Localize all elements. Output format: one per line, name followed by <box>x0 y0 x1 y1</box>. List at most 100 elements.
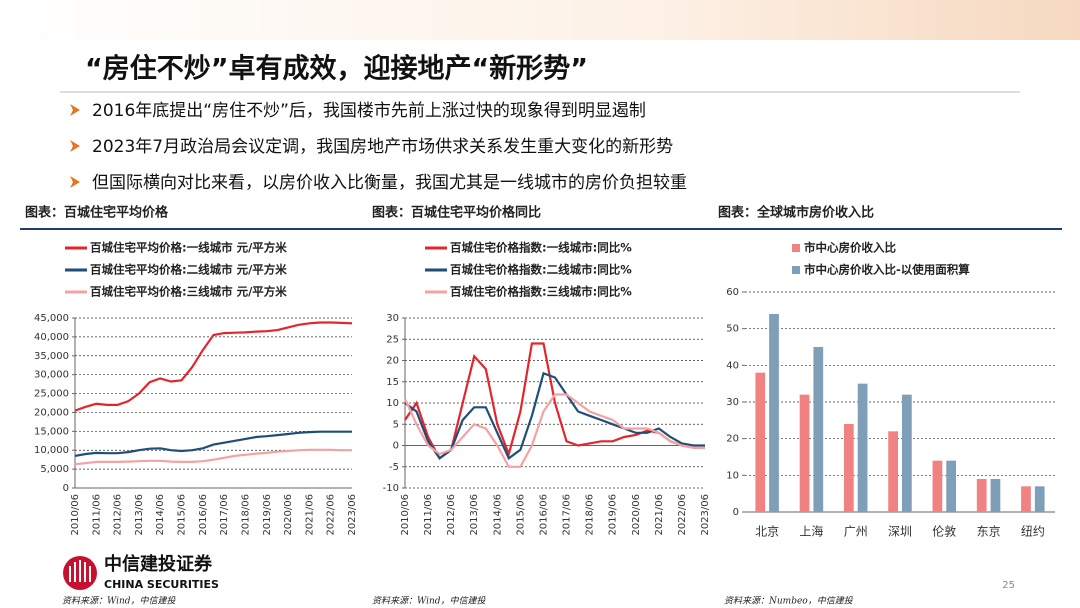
x-tick-label: 2017/06 <box>562 494 573 536</box>
chart-caption: 图表：全球城市房价收入比 <box>718 205 874 221</box>
x-tick-label: 2010/06 <box>70 494 81 536</box>
legend-swatch <box>792 244 800 252</box>
x-tick-label: 2022/06 <box>326 494 337 536</box>
x-tick-label: 2012/06 <box>113 494 124 536</box>
legend-label: 百城住宅平均价格:一线城市 元/平方米 <box>90 241 287 255</box>
x-tick-label: 2019/06 <box>608 494 619 536</box>
y-tick-label: 15,000 <box>34 426 69 437</box>
line-series <box>403 393 705 468</box>
legend-label: 市中心房价收入比-以使用面积算 <box>804 263 970 277</box>
x-tick-label: 2012/06 <box>446 494 457 536</box>
y-tick-label: 40 <box>726 360 739 371</box>
bar <box>857 383 868 512</box>
x-tick-label: 2015/06 <box>515 494 526 536</box>
y-tick-label: 15 <box>386 377 399 388</box>
x-tick-label: 2010/06 <box>400 494 411 536</box>
logo: 中信建投证券 CHINA SECURITIES <box>63 553 219 591</box>
bar <box>799 394 810 512</box>
bar <box>769 314 779 512</box>
line-series <box>74 448 352 466</box>
line-series <box>404 371 705 460</box>
bar <box>813 347 824 512</box>
chart-caption: 图表：百城住宅平均价格同比 <box>372 205 541 221</box>
x-tick-label: 2017/06 <box>219 494 230 536</box>
x-tick-label: 广州 <box>844 525 868 539</box>
x-tick-label: 2014/06 <box>155 494 166 536</box>
bullet-icon <box>70 104 80 116</box>
legend-label: 市中心房价收入比 <box>804 241 896 255</box>
x-tick-label: 2011/06 <box>91 494 102 536</box>
x-tick-label: 2013/06 <box>469 494 480 536</box>
legend-label: 百城住宅价格指数:三线城市:同比% <box>450 285 632 299</box>
slide-title: “房住不炒”卓有成效，迎接地产“新形势” <box>85 53 588 85</box>
source-note: 资料来源：Numbeo，中信建投 <box>724 596 854 607</box>
y-tick-label: 5 <box>393 419 399 430</box>
bar <box>932 460 943 512</box>
bar <box>843 424 854 512</box>
x-tick-label: 2014/06 <box>492 494 503 536</box>
x-tick-label: 2018/06 <box>240 494 251 536</box>
y-tick-label: 35,000 <box>34 351 69 362</box>
x-tick-label: 2016/06 <box>198 494 209 536</box>
source-note: 资料来源：Wind，中信建投 <box>372 596 487 607</box>
y-tick-label: 20,000 <box>34 407 69 418</box>
x-tick-label: 2023/06 <box>700 494 711 536</box>
bar <box>1034 486 1045 512</box>
bar <box>1021 486 1031 512</box>
x-tick-label: 东京 <box>977 525 1001 539</box>
bullet-icon <box>70 176 80 188</box>
legend-label: 百城住宅价格指数:一线城市:同比% <box>450 241 632 255</box>
y-tick-label: 25,000 <box>34 389 69 400</box>
x-tick-label: 深圳 <box>888 525 912 539</box>
y-tick-label: 20 <box>386 356 399 367</box>
x-tick-label: 2019/06 <box>262 494 273 536</box>
legend-label: 百城住宅平均价格:三线城市 元/平方米 <box>90 285 287 299</box>
legend-label: 百城住宅价格指数:二线城市:同比% <box>450 263 632 277</box>
legend-swatch <box>792 266 800 274</box>
y-tick-label: 30,000 <box>34 370 69 381</box>
y-tick-label: 0 <box>393 441 399 452</box>
bar <box>990 479 1001 512</box>
line-series <box>74 321 353 412</box>
bullet: 2023年7月政治局会议定调，我国房地产市场供求关系发生重大变化的新形势 <box>92 137 673 157</box>
y-tick-label: 45,000 <box>34 313 69 324</box>
y-tick-label: 25 <box>386 334 399 345</box>
x-tick-label: 2013/06 <box>134 494 145 536</box>
bar <box>946 460 957 512</box>
source-note: 资料来源：Wind，中信建投 <box>62 596 177 607</box>
y-tick-label: 0 <box>733 507 739 518</box>
bullet-icon <box>70 140 80 152</box>
y-tick-label: 50 <box>726 324 739 335</box>
legend-label: 百城住宅平均价格:二线城市 元/平方米 <box>90 263 287 277</box>
bar <box>888 431 898 512</box>
y-tick-label: 60 <box>726 287 739 298</box>
y-tick-label: 30 <box>386 313 399 324</box>
bullets: 2016年底提出“房住不炒”后，我国楼市先前上涨过快的现象得到明显遏制 2023… <box>70 101 687 193</box>
x-tick-label: 2011/06 <box>423 494 434 536</box>
y-tick-label: 40,000 <box>34 332 69 343</box>
logo-mark <box>69 560 91 582</box>
y-tick-label: 10 <box>386 398 399 409</box>
line-series <box>74 430 352 457</box>
top-band <box>0 0 1080 40</box>
x-tick-label: 纽约 <box>1021 524 1045 539</box>
x-tick-label: 上海 <box>799 524 823 539</box>
page-number: 25 <box>1002 580 1015 591</box>
x-tick-label: 2020/06 <box>283 494 294 536</box>
y-tick-label: 5,000 <box>40 464 69 475</box>
bar <box>902 394 912 512</box>
x-tick-label: 伦敦 <box>932 524 956 539</box>
y-tick-label: 10 <box>726 470 739 481</box>
x-tick-label: 2018/06 <box>585 494 596 536</box>
x-tick-label: 2022/06 <box>677 494 688 536</box>
x-tick-label: 2021/06 <box>654 494 665 536</box>
y-tick-label: 20 <box>726 434 739 445</box>
bullet: 2016年底提出“房住不炒”后，我国楼市先前上涨过快的现象得到明显遏制 <box>92 101 646 121</box>
y-tick-label: 0 <box>63 483 69 494</box>
chart-caption: 图表：百城住宅平均价格 <box>25 205 169 221</box>
logo-name: 中信建投证券 <box>104 553 213 575</box>
x-tick-label: 2021/06 <box>304 494 315 536</box>
y-tick-label: 10,000 <box>34 445 69 456</box>
